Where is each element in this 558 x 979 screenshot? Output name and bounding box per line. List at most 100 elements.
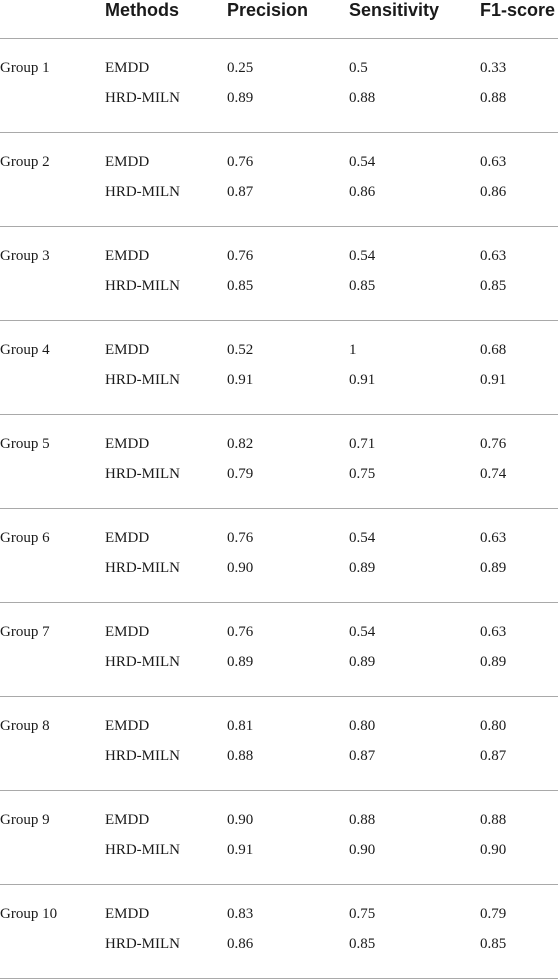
sensitivity-cell: 0.89 [349, 560, 376, 576]
f1-score-cell: 0.76 [480, 436, 507, 452]
precision-cell: 0.85 [227, 278, 254, 294]
method-cell: HRD-MILN [105, 184, 180, 200]
header-methods: Methods [105, 0, 179, 20]
precision-cell: 0.90 [227, 560, 254, 576]
f1-score-cell: 0.89 [480, 654, 507, 670]
method-cell: HRD-MILN [105, 278, 180, 294]
method-cell: EMDD [105, 342, 150, 358]
header-sensitivity: Sensitivity [349, 0, 440, 20]
header-precision: Precision [227, 0, 309, 20]
group-label: Group 7 [0, 624, 50, 640]
sensitivity-cell: 0.87 [349, 748, 376, 764]
method-cell: EMDD [105, 812, 150, 828]
precision-cell: 0.83 [227, 906, 254, 922]
group-label: Group 10 [0, 906, 58, 922]
group-label: Group 4 [0, 342, 50, 358]
f1-score-cell: 0.63 [480, 154, 507, 170]
sensitivity-cell: 0.54 [349, 154, 376, 170]
method-cell: HRD-MILN [105, 90, 180, 106]
precision-cell: 0.91 [227, 842, 254, 858]
table-group: Group 8 EMDD 0.81 0.80 0.80 HRD-MILN 0.88 0.87 0… [0, 697, 558, 791]
method-cell: EMDD [105, 60, 150, 76]
table-group: Group 1 EMDD 0.25 0.5 0.33 HRD-MILN 0.89 0.88 0.… [0, 39, 558, 133]
precision-cell: 0.89 [227, 654, 254, 670]
sensitivity-cell: 0.5 [349, 60, 368, 76]
sensitivity-cell: 0.90 [349, 842, 376, 858]
sensitivity-cell: 0.85 [349, 936, 376, 952]
group-label: Group 3 [0, 248, 50, 264]
precision-cell: 0.76 [227, 624, 254, 640]
group-label: Group 1 [0, 60, 50, 76]
sensitivity-cell: 0.54 [349, 530, 376, 546]
sensitivity-cell: 0.86 [349, 184, 376, 200]
method-cell: HRD-MILN [105, 936, 180, 952]
table-group: Group 4 EMDD 0.52 1 0.68 HRD-MILN 0.91 0.91 0.91 [0, 321, 558, 415]
f1-score-cell: 0.33 [480, 60, 507, 76]
sensitivity-cell: 0.89 [349, 654, 376, 670]
sensitivity-cell: 0.54 [349, 248, 376, 264]
precision-cell: 0.90 [227, 812, 254, 828]
method-cell: HRD-MILN [105, 654, 180, 670]
precision-cell: 0.52 [227, 342, 254, 358]
sensitivity-cell: 0.75 [349, 466, 376, 482]
f1-score-cell: 0.63 [480, 248, 507, 264]
precision-cell: 0.76 [227, 248, 254, 264]
precision-cell: 0.25 [227, 60, 254, 76]
precision-cell: 0.81 [227, 718, 254, 734]
table-group: Group 3 EMDD 0.76 0.54 0.63 HRD-MILN 0.85 0.85 0… [0, 227, 558, 321]
sensitivity-cell: 0.54 [349, 624, 376, 640]
f1-score-cell: 0.63 [480, 624, 507, 640]
sensitivity-cell: 0.88 [349, 90, 376, 106]
method-cell: HRD-MILN [105, 466, 180, 482]
sensitivity-cell: 1 [349, 342, 357, 358]
precision-cell: 0.87 [227, 184, 254, 200]
header-f1-score: F1-score [480, 0, 556, 20]
f1-score-cell: 0.87 [480, 748, 507, 764]
method-cell: HRD-MILN [105, 372, 180, 388]
method-cell: EMDD [105, 906, 150, 922]
table-group: Group 5 EMDD 0.82 0.71 0.76 HRD-MILN 0.79 0.75 0… [0, 415, 558, 509]
precision-cell: 0.88 [227, 748, 254, 764]
table-group: Group 2 EMDD 0.76 0.54 0.63 HRD-MILN 0.87 0.86 0… [0, 133, 558, 227]
group-label: Group 2 [0, 154, 50, 170]
f1-score-cell: 0.90 [480, 842, 507, 858]
sensitivity-cell: 0.80 [349, 718, 376, 734]
method-cell: EMDD [105, 436, 150, 452]
precision-cell: 0.82 [227, 436, 254, 452]
precision-cell: 0.91 [227, 372, 254, 388]
f1-score-cell: 0.88 [480, 812, 507, 828]
group-label: Group 6 [0, 530, 50, 546]
method-cell: EMDD [105, 248, 150, 264]
method-cell: EMDD [105, 718, 150, 734]
group-label: Group 9 [0, 812, 50, 828]
f1-score-cell: 0.68 [480, 342, 507, 358]
method-cell: HRD-MILN [105, 560, 180, 576]
precision-cell: 0.76 [227, 530, 254, 546]
f1-score-cell: 0.80 [480, 718, 507, 734]
table-group: Group 6 EMDD 0.76 0.54 0.63 HRD-MILN 0.90 0.89 0… [0, 509, 558, 603]
f1-score-cell: 0.85 [480, 936, 507, 952]
table-group: Group 9 EMDD 0.90 0.88 0.88 HRD-MILN 0.91 0.90 0… [0, 791, 558, 885]
f1-score-cell: 0.88 [480, 90, 507, 106]
precision-cell: 0.86 [227, 936, 254, 952]
method-cell: EMDD [105, 624, 150, 640]
group-label: Group 8 [0, 718, 50, 734]
table-group: Group 7 EMDD 0.76 0.54 0.63 HRD-MILN 0.89 0.89 0… [0, 603, 558, 697]
precision-cell: 0.79 [227, 466, 254, 482]
f1-score-cell: 0.74 [480, 466, 507, 482]
f1-score-cell: 0.63 [480, 530, 507, 546]
sensitivity-cell: 0.75 [349, 906, 376, 922]
group-label: Group 5 [0, 436, 50, 452]
sensitivity-cell: 0.85 [349, 278, 376, 294]
method-cell: EMDD [105, 530, 150, 546]
method-cell: HRD-MILN [105, 842, 180, 858]
precision-cell: 0.89 [227, 90, 254, 106]
f1-score-cell: 0.79 [480, 906, 507, 922]
sensitivity-cell: 0.88 [349, 812, 376, 828]
precision-cell: 0.76 [227, 154, 254, 170]
f1-score-cell: 0.89 [480, 560, 507, 576]
f1-score-cell: 0.85 [480, 278, 507, 294]
f1-score-cell: 0.91 [480, 372, 507, 388]
f1-score-cell: 0.86 [480, 184, 507, 200]
